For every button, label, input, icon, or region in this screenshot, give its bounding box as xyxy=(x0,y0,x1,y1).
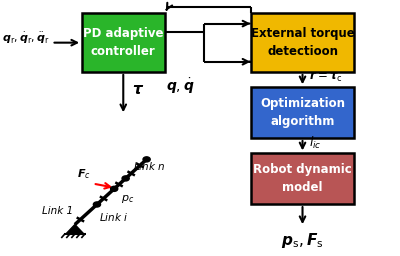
Text: Optimization
algorithm: Optimization algorithm xyxy=(260,97,345,128)
Polygon shape xyxy=(66,225,84,234)
Bar xyxy=(250,153,354,204)
Text: $\boldsymbol{p}_{\rm s},\boldsymbol{F}_{\rm s}$: $\boldsymbol{p}_{\rm s},\boldsymbol{F}_{… xyxy=(281,231,324,250)
Bar xyxy=(82,13,164,72)
Text: Robot dynamic
model: Robot dynamic model xyxy=(253,163,352,194)
Text: Link 1: Link 1 xyxy=(42,206,73,216)
Text: Link $n$: Link $n$ xyxy=(133,160,165,172)
Bar xyxy=(250,87,354,138)
Circle shape xyxy=(93,202,100,207)
Text: $\boldsymbol{q}_{\rm r},\dot{\boldsymbol{q}}_{\rm r},\ddot{\boldsymbol{q}}_{\rm : $\boldsymbol{q}_{\rm r},\dot{\boldsymbol… xyxy=(2,31,50,47)
Text: $\boldsymbol{\tau}$: $\boldsymbol{\tau}$ xyxy=(132,82,144,97)
Text: Link $i$: Link $i$ xyxy=(99,211,128,223)
Bar xyxy=(250,13,354,72)
Text: $p_c$: $p_c$ xyxy=(121,193,134,205)
Circle shape xyxy=(110,186,118,191)
Circle shape xyxy=(122,176,129,181)
Circle shape xyxy=(143,157,150,162)
Text: $\boldsymbol{F}_c$: $\boldsymbol{F}_c$ xyxy=(77,167,91,181)
Text: PD adaptive
controller: PD adaptive controller xyxy=(83,27,164,58)
Text: External torque
detectioon: External torque detectioon xyxy=(251,27,354,58)
Text: $\boldsymbol{q},\dot{\boldsymbol{q}}$: $\boldsymbol{q},\dot{\boldsymbol{q}}$ xyxy=(166,76,195,96)
Text: $l_{ic}$: $l_{ic}$ xyxy=(309,135,322,151)
Text: $\boldsymbol{r}=\boldsymbol{\tau}_{\rm c}$: $\boldsymbol{r}=\boldsymbol{\tau}_{\rm c… xyxy=(309,70,343,84)
